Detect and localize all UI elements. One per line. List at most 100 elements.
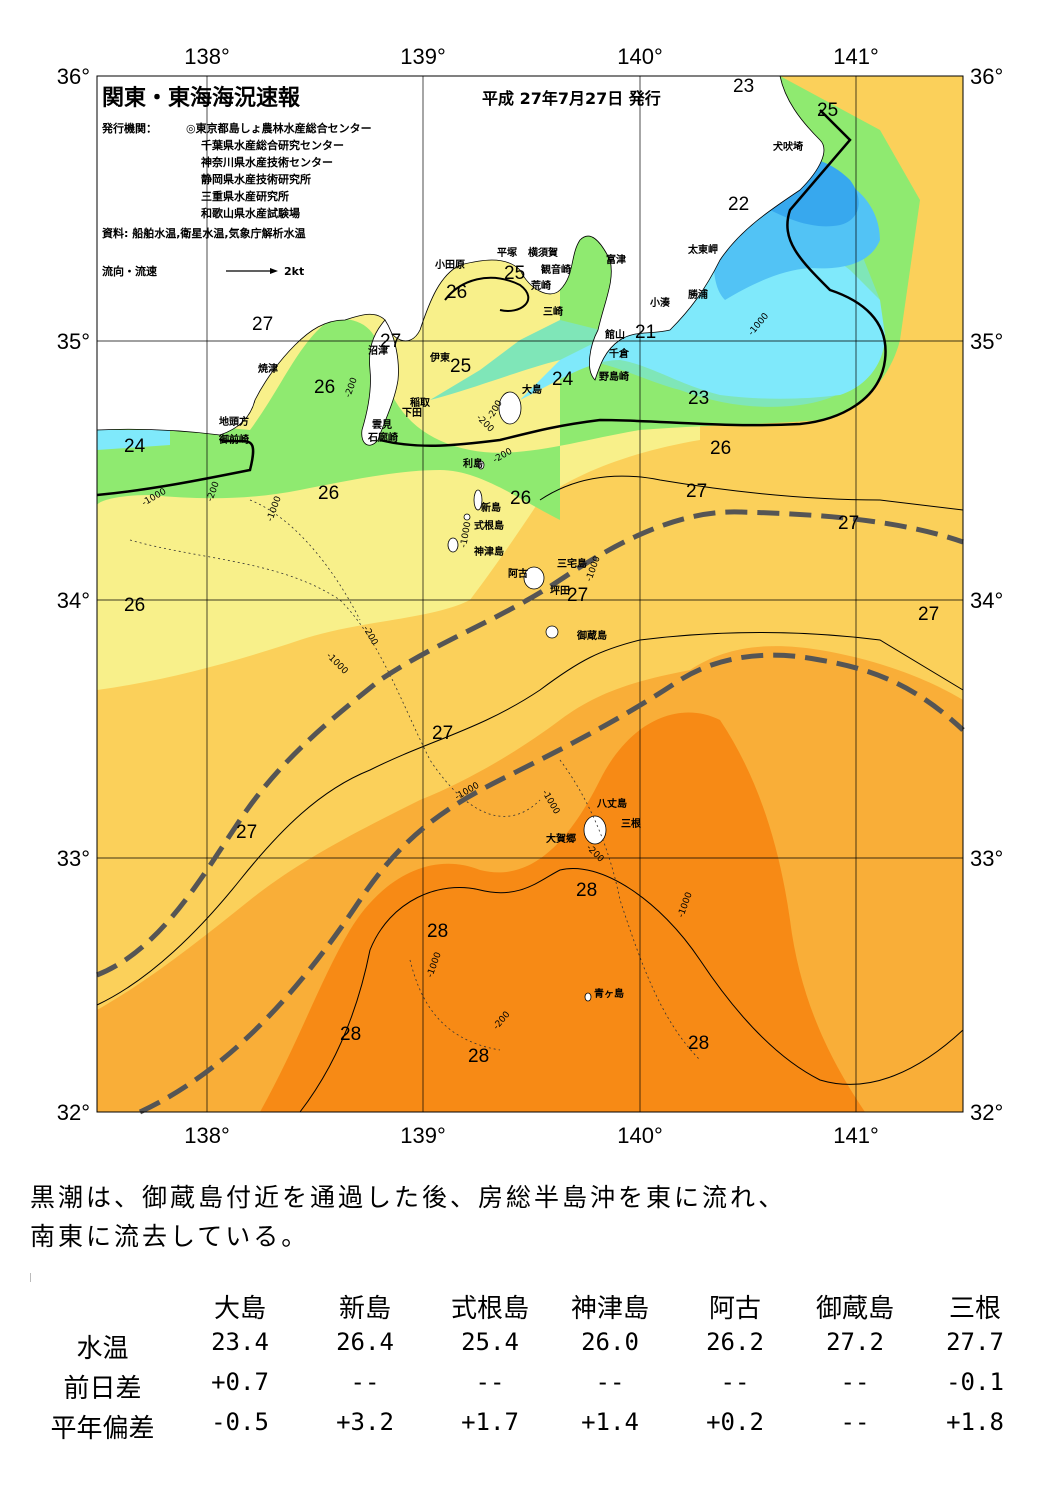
table-cell: -- bbox=[595, 1368, 625, 1396]
table-cell: +1.7 bbox=[461, 1408, 519, 1436]
place-name: 御前崎 bbox=[218, 433, 249, 446]
legend-arrow-icon bbox=[226, 268, 278, 274]
lat-label: 32° bbox=[970, 1100, 1003, 1125]
place-name: 三崎 bbox=[543, 305, 563, 318]
table-cell: -- bbox=[475, 1368, 505, 1396]
isotherm-label: 25 bbox=[450, 356, 471, 377]
island-niijima bbox=[473, 489, 483, 511]
place-name: 地頭方 bbox=[219, 415, 249, 428]
station-header: 大島 bbox=[213, 1294, 266, 1324]
island-kozu bbox=[447, 537, 459, 553]
place-name: 利島 bbox=[463, 457, 483, 470]
island-miyake bbox=[523, 566, 545, 590]
place-name: 御蔵島 bbox=[576, 629, 607, 642]
island-shikine bbox=[463, 513, 471, 521]
isotherm-label: 21 bbox=[635, 322, 656, 343]
isotherm-label: 27 bbox=[432, 723, 453, 744]
station-header: 御蔵島 bbox=[815, 1294, 894, 1324]
place-name: 小田原 bbox=[434, 258, 465, 271]
station-table: 大島 新島 式根島 神津島 阿古 御蔵島 三根 水温 23.4 26.4 25.… bbox=[30, 1288, 1030, 1448]
summary-text: 黒潮は、御蔵島付近を通過した後、房総半島沖を東に流れ、 南東に流去している。 bbox=[30, 1178, 1030, 1256]
place-name: 大賀郷 bbox=[546, 832, 576, 845]
lat-label: 36° bbox=[970, 64, 1003, 89]
kuroshio-path bbox=[96, 509, 965, 1115]
lat-label: 34° bbox=[57, 588, 90, 613]
place-name: 稲取 bbox=[410, 396, 431, 409]
place-name: 青ヶ島 bbox=[594, 987, 624, 1000]
depth-contours bbox=[129, 499, 701, 1061]
table-cell: +1.8 bbox=[946, 1408, 1004, 1436]
isotherm-label: 27 bbox=[567, 585, 588, 606]
isotherm-label: 26 bbox=[710, 438, 731, 459]
isotherm-label: 25 bbox=[817, 100, 838, 121]
lat-label: 35° bbox=[57, 329, 90, 354]
isotherm-label: 27 bbox=[686, 481, 707, 502]
table-cell: -0.1 bbox=[946, 1368, 1004, 1396]
lat-label: 35° bbox=[970, 329, 1003, 354]
kuroshio-south-edge bbox=[138, 652, 965, 1115]
lon-labels-top: 138° 139° 140° 141° bbox=[184, 44, 879, 69]
place-name: 石廊崎 bbox=[367, 431, 398, 444]
isotherm-label: 24 bbox=[552, 369, 574, 390]
place-name: 伊東 bbox=[429, 351, 450, 364]
lon-label: 138° bbox=[184, 1123, 230, 1148]
place-name: 荒崎 bbox=[530, 279, 551, 292]
isotherm-28-line bbox=[299, 868, 964, 1113]
place-name: 坪田 bbox=[550, 584, 570, 597]
legend-speed: 2kt bbox=[284, 265, 304, 278]
lat-label: 34° bbox=[970, 588, 1003, 613]
place-name: 横須賀 bbox=[528, 246, 558, 259]
lat-label: 36° bbox=[57, 64, 90, 89]
row-label: 水温 bbox=[76, 1334, 129, 1364]
place-name: 三宅島 bbox=[557, 557, 587, 570]
island-aogashima bbox=[584, 992, 592, 1002]
island-mikura bbox=[545, 625, 559, 639]
table-header-row: 大島 新島 式根島 神津島 阿古 御蔵島 三根 bbox=[30, 1288, 1030, 1328]
place-names: 犬吠埼 太東岬 勝浦 小湊 館山 千倉 野島崎 富津 横須賀 観音崎 荒崎 三崎… bbox=[218, 140, 803, 1000]
isotherm-label: 23 bbox=[688, 388, 709, 409]
place-name: 焼津 bbox=[258, 362, 278, 375]
isotherm-label: 28 bbox=[576, 880, 597, 901]
isotherm-label: 28 bbox=[688, 1033, 709, 1054]
isotherm-25-line bbox=[96, 438, 255, 497]
isotherm-label: 25 bbox=[504, 263, 525, 284]
publisher: 三重県水産研究所 bbox=[201, 189, 289, 203]
island-hachijo bbox=[583, 815, 607, 845]
legend-label: 流向・流速 bbox=[102, 264, 157, 278]
publish-date: 平成 27年7月27日 発行 bbox=[482, 89, 661, 108]
isotherm-label: 27 bbox=[918, 604, 939, 625]
place-name: 富津 bbox=[606, 253, 626, 266]
publisher: 千葉県水産総合研究センター bbox=[201, 138, 344, 152]
isotherm-label: 28 bbox=[340, 1024, 361, 1045]
table-cell: -- bbox=[840, 1368, 870, 1396]
place-name: 野島崎 bbox=[599, 370, 629, 383]
lon-label: 141° bbox=[833, 1123, 879, 1148]
table-row: 平年偏差 -0.5 +3.2 +1.7 +1.4 +0.2 -- +1.8 bbox=[30, 1408, 1030, 1448]
summary-line: 南東に流去している。 bbox=[30, 1222, 310, 1251]
place-name: 式根島 bbox=[474, 519, 504, 532]
lat-labels-left: 36° 35° 34° 33° 32° bbox=[57, 64, 90, 1125]
table-row: 前日差 +0.7 -- -- -- -- -- -0.1 bbox=[30, 1368, 1030, 1408]
summary-line: 黒潮は、御蔵島付近を通過した後、房総半島沖を東に流れ、 bbox=[30, 1183, 787, 1212]
place-name: 勝浦 bbox=[688, 288, 708, 301]
place-name: 観音崎 bbox=[541, 263, 571, 276]
land-izu bbox=[361, 319, 399, 446]
lat-label: 33° bbox=[970, 846, 1003, 871]
place-name: 下田 bbox=[402, 407, 422, 419]
station-header: 式根島 bbox=[450, 1294, 529, 1324]
place-name: 大島 bbox=[522, 383, 542, 396]
isotherm-label: 23 bbox=[733, 76, 754, 97]
publisher: 和歌山県水産試験場 bbox=[201, 206, 300, 220]
table-cell: -0.5 bbox=[211, 1408, 269, 1436]
lat-labels-right: 36° 35° 34° 33° 32° bbox=[970, 64, 1003, 1125]
isotherm-label: 27 bbox=[252, 314, 273, 335]
lon-label: 140° bbox=[617, 44, 663, 69]
isotherm-label: 26 bbox=[124, 595, 145, 616]
isotherm-label: 28 bbox=[427, 921, 448, 942]
data-source: 資料: 船舶水温,衛星水温,気象庁解析水温 bbox=[102, 226, 306, 240]
station-header: 神津島 bbox=[570, 1294, 649, 1324]
station-header: 三根 bbox=[948, 1294, 1001, 1324]
map-title: 関東・東海海況速報 bbox=[102, 85, 301, 111]
table-cell: 26.0 bbox=[581, 1328, 639, 1356]
graticule bbox=[97, 76, 963, 1112]
